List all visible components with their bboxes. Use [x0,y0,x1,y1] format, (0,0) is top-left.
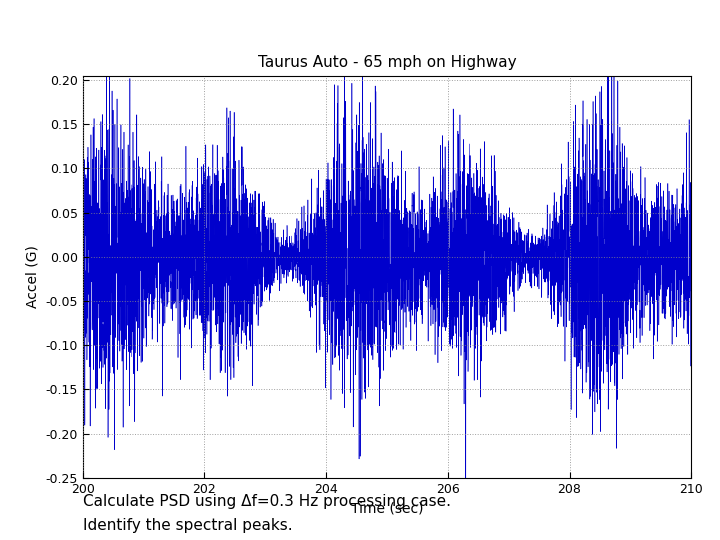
Y-axis label: Accel (G): Accel (G) [26,245,40,308]
X-axis label: Time (sec): Time (sec) [351,501,423,515]
Text: Calculate PSD using Δf=0.3 Hz processing case.: Calculate PSD using Δf=0.3 Hz processing… [83,494,451,509]
Text: Identify the spectral peaks.: Identify the spectral peaks. [83,518,292,534]
Title: Taurus Auto - 65 mph on Highway: Taurus Auto - 65 mph on Highway [258,55,516,70]
